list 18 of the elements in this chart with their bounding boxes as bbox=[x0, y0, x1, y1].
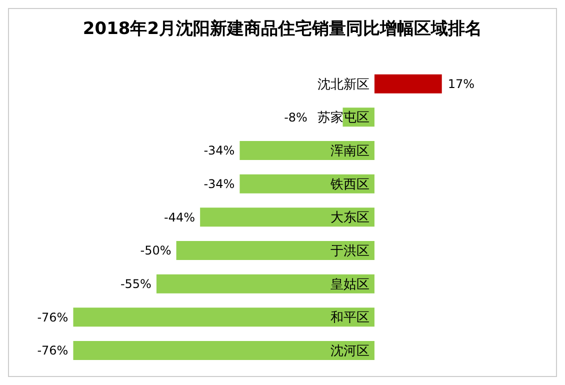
data-label: 17% bbox=[448, 77, 475, 92]
y-tick-label: 于洪区 bbox=[330, 244, 370, 260]
data-label: -44% bbox=[164, 210, 196, 224]
y-tick-label: 皇姑区 bbox=[330, 277, 370, 292]
data-label: -76% bbox=[37, 344, 68, 358]
data-label: -34% bbox=[204, 144, 235, 158]
y-tick-label: 浑南区 bbox=[330, 144, 370, 160]
y-tick-label: 铁西区 bbox=[329, 177, 370, 192]
data-label: -34% bbox=[204, 177, 235, 192]
data-label: -8% bbox=[284, 110, 308, 124]
y-tick-label: 沈河区 bbox=[330, 344, 370, 360]
data-label: -55% bbox=[120, 277, 152, 292]
chart-title: 2018年2月沈阳新建商品住宅销量同比增幅区域排名 bbox=[82, 18, 484, 41]
data-label: -50% bbox=[140, 244, 172, 258]
data-label: -76% bbox=[37, 310, 68, 324]
y-tick-label: 和平区 bbox=[330, 310, 370, 326]
y-tick-label: 大东区 bbox=[330, 210, 370, 226]
y-tick-label: 沈北新区 bbox=[317, 77, 370, 92]
